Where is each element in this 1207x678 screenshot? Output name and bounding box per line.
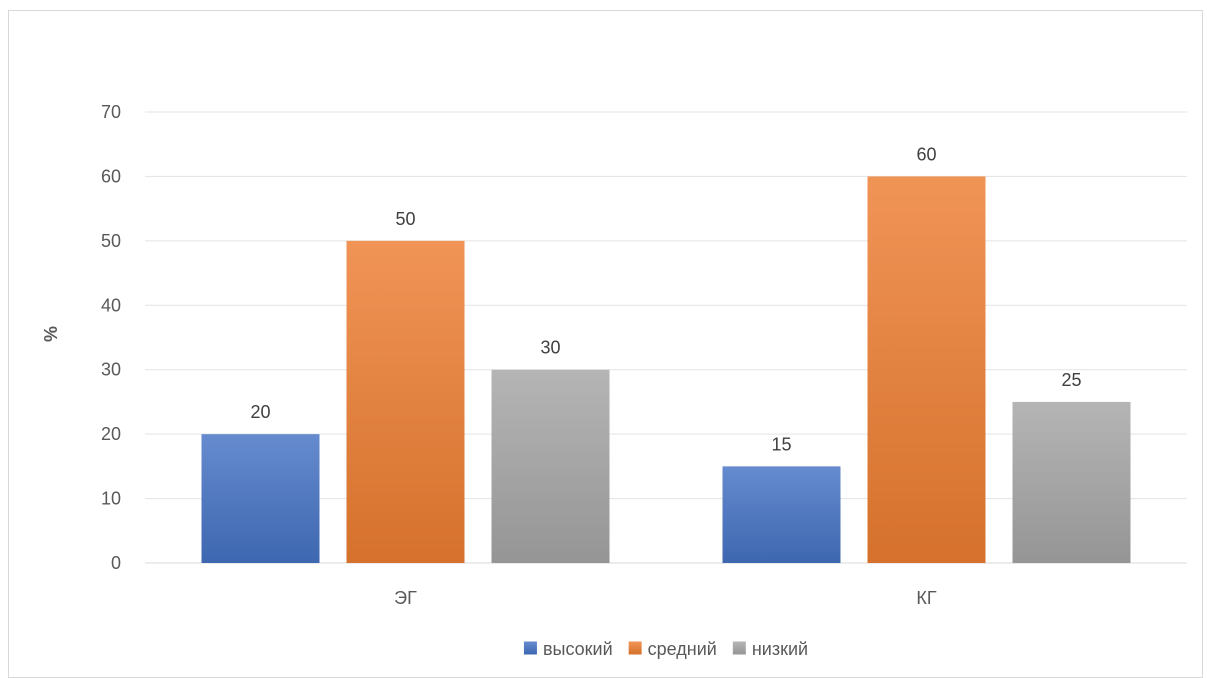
data-label: 25 — [1061, 370, 1081, 390]
legend-swatch — [523, 641, 537, 655]
legend-label: высокий — [543, 639, 613, 659]
legend-label: средний — [648, 639, 717, 659]
bar-высокий-КГ — [722, 466, 841, 563]
data-label: 20 — [250, 402, 270, 422]
legend-label: низкий — [752, 639, 808, 659]
y-tick-label: 20 — [101, 424, 121, 444]
y-axis-title: % — [41, 326, 61, 342]
bar-средний-ЭГ — [346, 240, 465, 563]
data-labels: 20 50 30 15 60 25 — [250, 144, 1081, 454]
y-tick-label: 40 — [101, 295, 121, 315]
bar-низкий-ЭГ — [491, 369, 610, 563]
x-tick-label: КГ — [916, 588, 936, 608]
data-label: 30 — [540, 338, 560, 358]
legend-swatch — [628, 641, 642, 655]
chart-frame — [8, 10, 1203, 678]
y-tick-label: 50 — [101, 231, 121, 251]
bars — [201, 176, 1131, 563]
y-tick-label: 70 — [101, 102, 121, 122]
legend: высокий средний низкий — [523, 639, 808, 659]
y-tick-label: 60 — [101, 166, 121, 186]
bar-низкий-КГ — [1012, 401, 1131, 563]
bar-средний-КГ — [867, 176, 986, 563]
legend-swatch — [732, 641, 746, 655]
data-label: 15 — [771, 434, 791, 454]
x-tick-label: ЭГ — [394, 588, 417, 608]
y-tick-label: 10 — [101, 489, 121, 509]
data-label: 50 — [395, 209, 415, 229]
y-tick-label: 30 — [101, 360, 121, 380]
x-axis-tick-labels: ЭГ КГ — [394, 588, 937, 608]
y-tick-label: 0 — [111, 553, 121, 573]
bar-высокий-ЭГ — [201, 434, 320, 563]
y-axis-tick-labels: 0 10 20 30 40 50 60 70 — [101, 102, 121, 573]
data-label: 60 — [916, 144, 936, 164]
